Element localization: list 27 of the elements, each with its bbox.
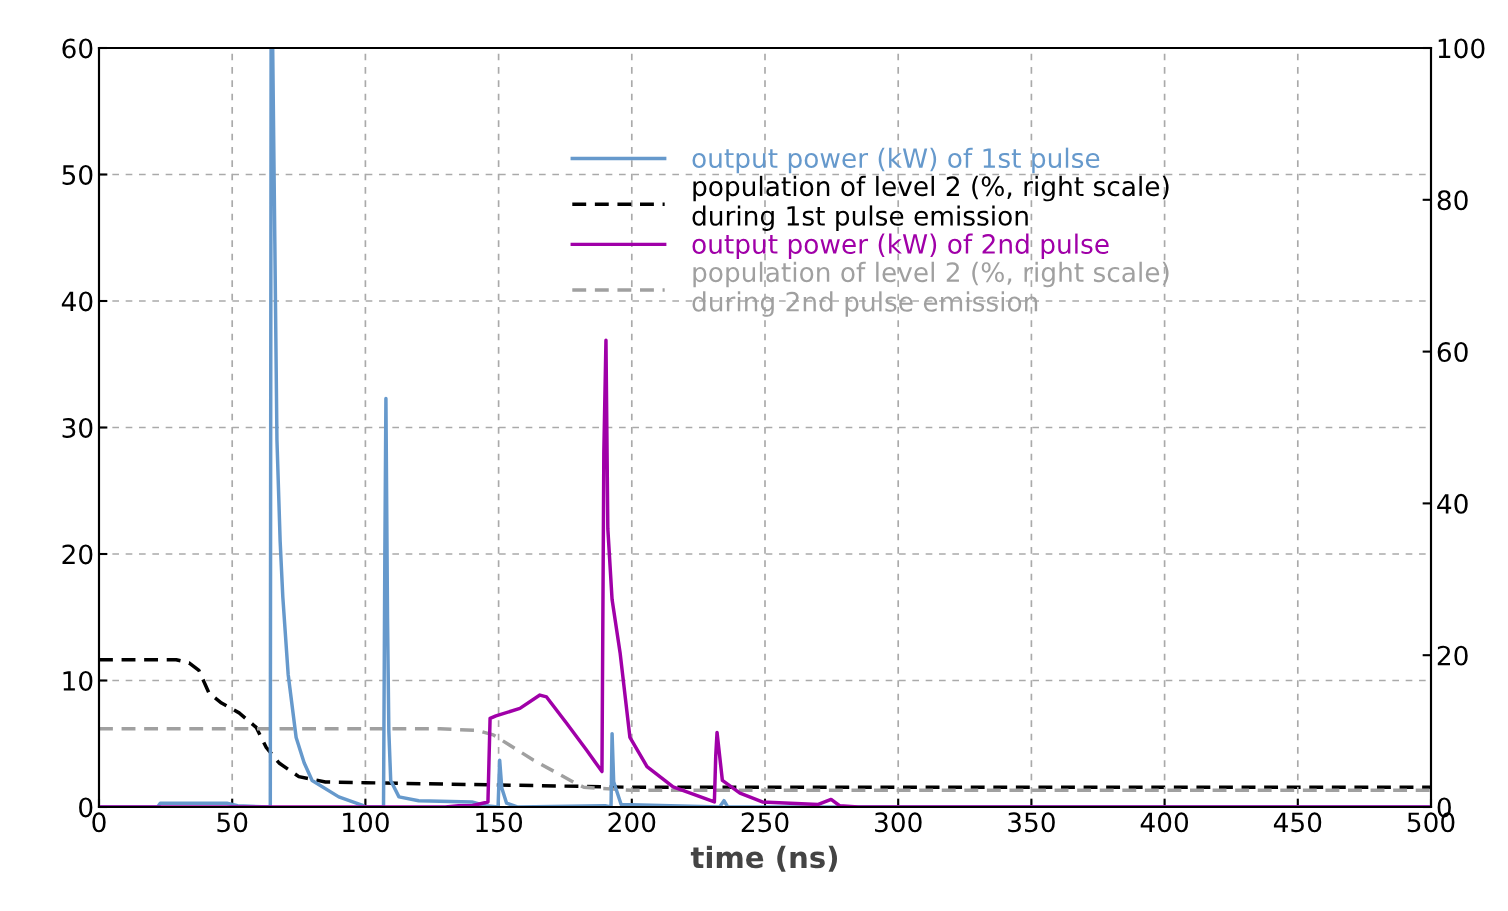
y-tick-label: 30 — [62, 417, 93, 438]
x-axis-title: time (ns) — [690, 845, 838, 872]
y2-tick-label: 40 — [1437, 493, 1468, 514]
x-tick-label: 0 — [92, 812, 106, 833]
legend-label: population of level 2 (%, right scale) during 2nd pulse emission — [692, 261, 1169, 317]
y-tick-label: 0 — [79, 797, 93, 818]
x-tick-label: 100 — [343, 812, 389, 833]
y-tick-label: 40 — [61, 291, 93, 312]
x-tick-label: 150 — [476, 812, 523, 833]
legend-label: output power (kW) of 1st pulse — [692, 147, 1100, 174]
x-tick-label: 50 — [217, 812, 248, 833]
x-tick-label: 450 — [1273, 812, 1322, 833]
x-tick-label: 350 — [1008, 812, 1055, 833]
y-tick-label: 10 — [63, 670, 93, 691]
y2-tick-label: 60 — [1437, 342, 1468, 362]
x-tick-label: 250 — [741, 812, 789, 833]
y-tick-label: 20 — [62, 544, 93, 565]
y2-tick-label: 100 — [1438, 38, 1485, 59]
x-tick-label: 400 — [1140, 812, 1189, 833]
legend-label: population of level 2 (%, right scale) during 1st pulse emission — [692, 175, 1169, 231]
y-tick-label: 60 — [62, 38, 93, 59]
x-tick-label: 200 — [608, 812, 656, 833]
legend-label: output power (kW) of 2nd pulse — [692, 233, 1109, 260]
x-tick-label: 300 — [875, 812, 922, 833]
y2-tick-label: 20 — [1437, 645, 1468, 666]
y-tick-label: 50 — [62, 164, 93, 185]
y2-tick-label: 80 — [1437, 190, 1468, 211]
